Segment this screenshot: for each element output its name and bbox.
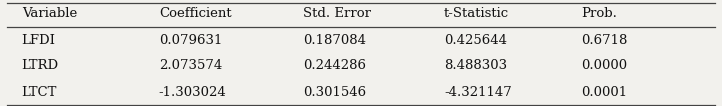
Text: Std. Error: Std. Error: [303, 7, 371, 20]
Text: LFDI: LFDI: [22, 34, 56, 47]
Text: 0.0000: 0.0000: [581, 59, 627, 72]
Text: Prob.: Prob.: [581, 7, 617, 20]
Text: 0.187084: 0.187084: [303, 34, 366, 47]
Text: 0.244286: 0.244286: [303, 59, 366, 72]
Text: Variable: Variable: [22, 7, 77, 20]
Text: 0.6718: 0.6718: [581, 34, 627, 47]
Text: 0.0001: 0.0001: [581, 86, 627, 99]
Text: 0.079631: 0.079631: [159, 34, 222, 47]
Text: LTCT: LTCT: [22, 86, 57, 99]
Text: Coefficient: Coefficient: [159, 7, 232, 20]
Text: -1.303024: -1.303024: [159, 86, 227, 99]
Text: 0.301546: 0.301546: [303, 86, 366, 99]
Text: -4.321147: -4.321147: [444, 86, 512, 99]
Text: 2.073574: 2.073574: [159, 59, 222, 72]
Text: LTRD: LTRD: [22, 59, 58, 72]
Text: 0.425644: 0.425644: [444, 34, 507, 47]
Text: t-Statistic: t-Statistic: [444, 7, 509, 20]
Text: 8.488303: 8.488303: [444, 59, 507, 72]
